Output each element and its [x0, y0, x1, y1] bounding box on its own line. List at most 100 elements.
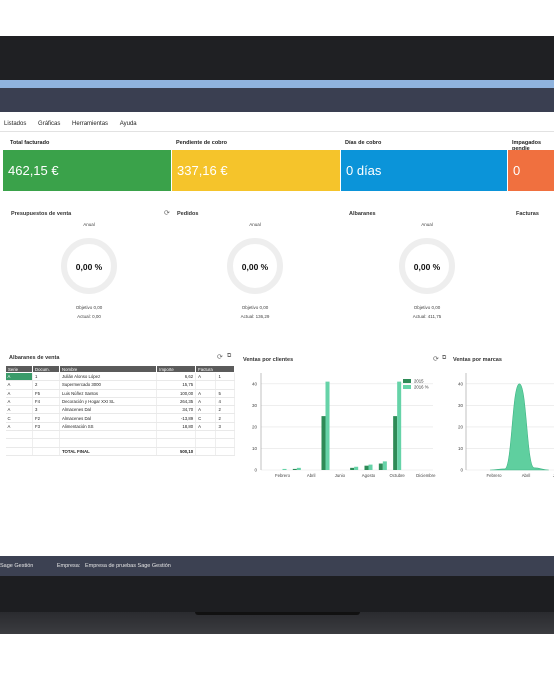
table-cell: 1 — [215, 372, 235, 382]
export-icon[interactable]: ⧉ — [227, 353, 232, 359]
table-cell: Decoración y Hogar XXI SL — [59, 397, 158, 407]
total-value: 500,10 — [156, 446, 197, 456]
window-title-bar — [0, 88, 554, 112]
kpi-dias-cobro[interactable]: 0 días — [341, 150, 507, 191]
export-icon[interactable]: ⧉ — [442, 355, 447, 361]
table-cell: A — [195, 389, 217, 398]
y-tick-label: 20 — [252, 424, 258, 429]
table-cell: 2 — [215, 413, 235, 423]
kpi-pendiente-cobro[interactable]: 337,16 € — [172, 150, 340, 191]
albaranes-table-title: Albaranes de venta — [9, 355, 60, 361]
x-tick-label: Diciembre — [416, 473, 436, 478]
table-cell — [5, 438, 33, 448]
status-bar: Sage Gestión Empresa: Empresa de pruebas… — [0, 556, 554, 576]
table-cell: 34,70 — [156, 405, 197, 415]
refresh-icon[interactable]: ⟳ — [164, 210, 170, 217]
facturas-title: Facturas — [516, 211, 539, 217]
x-tick-label: Febrero — [275, 473, 291, 478]
x-tick-label: Junio — [335, 473, 346, 478]
col-serie[interactable]: Serie — [5, 365, 33, 373]
menu-listados[interactable]: Listados — [4, 121, 27, 127]
table-cell: A — [195, 397, 217, 407]
col-importe[interactable]: Importe — [156, 365, 197, 373]
menu-herramientas[interactable]: Herramientas — [72, 121, 109, 127]
ventas-clientes-title: Ventas por clientes — [243, 357, 294, 363]
presupuestos-actual: Actual: 0,00 — [77, 314, 101, 319]
table-cell: Almacenes Dal — [59, 405, 158, 415]
legend-label: 2016 % — [414, 385, 429, 390]
table-cell: A — [195, 405, 217, 415]
presupuestos-gauge-value: 0,00 % — [75, 262, 103, 272]
table-cell: 1 — [32, 372, 60, 382]
table-cell — [59, 438, 158, 448]
albaranes-period: Anual — [421, 222, 433, 227]
background-bottom — [0, 634, 554, 674]
pedidos-gauge-value: 0,00 % — [241, 262, 269, 272]
bar-2015 — [393, 416, 398, 470]
table-cell: 2 — [215, 405, 235, 415]
y-tick-label: 0 — [460, 468, 463, 473]
table-cell — [156, 438, 197, 448]
table-total-row: TOTAL FINAL 500,10 — [5, 446, 235, 456]
table-cell — [32, 446, 60, 456]
menu-divider — [0, 131, 554, 132]
pedidos-actual: Actual: 136,29 — [240, 314, 270, 319]
table-row[interactable]: A F5 Luis Núñez Santos 100,00 A 5 — [5, 389, 235, 398]
table-cell: 3 — [215, 422, 235, 432]
table-cell — [195, 380, 217, 390]
y-tick-label: 10 — [458, 446, 464, 451]
table-row[interactable]: A F4 Decoración y Hogar XXI SL 264,35 A 4 — [5, 397, 235, 407]
kpi-impagados[interactable]: 0 — [508, 150, 554, 191]
ventas-clientes-chart: 40 30 20 10 0 Febrero Abril Junio Agosto Octubre D… — [252, 373, 436, 478]
table-cell: 4 — [215, 397, 235, 407]
kpi-label-dias-cobro: Días de cobro — [345, 140, 382, 146]
table-row[interactable]: A 2 Supermercado 3000 15,75 — [5, 380, 235, 390]
table-cell: A — [5, 380, 33, 390]
table-row[interactable]: A 3 Almacenes Dal 34,70 A 2 — [5, 405, 235, 415]
table-cell — [215, 430, 235, 440]
kpi-label-total-facturado: Total facturado — [10, 140, 50, 146]
table-cell: -13,89 — [156, 413, 197, 423]
table-cell — [5, 446, 33, 456]
legend-label: 2015 — [414, 379, 424, 384]
bar-2015 — [292, 468, 297, 470]
table-cell: 3 — [32, 405, 60, 415]
table-cell — [156, 430, 197, 440]
laptop-base — [0, 612, 554, 634]
menu-ayuda[interactable]: Ayuda — [119, 121, 137, 127]
laptop-bezel-bottom — [0, 576, 554, 612]
table-cell: F5 — [32, 389, 60, 398]
table-cell: A — [195, 422, 217, 432]
table-cell — [215, 380, 235, 390]
x-tick-label: Junio — [553, 473, 554, 478]
table-cell: Supermercado 3000 — [59, 380, 158, 390]
table-cell: Alimentación SS — [59, 422, 158, 432]
col-documento[interactable]: Docum. — [32, 365, 60, 373]
refresh-icon[interactable]: ⟳ — [433, 356, 439, 363]
y-tick-label: 40 — [252, 381, 258, 386]
table-cell — [195, 438, 217, 448]
menu-graficas[interactable]: Gráficas — [38, 121, 61, 127]
pedidos-period: Anual — [249, 222, 261, 227]
status-app-name: Sage Gestión — [0, 563, 34, 569]
col-nombre[interactable]: Nombre — [58, 365, 158, 373]
albaranes-table: Serie Docum. Nombre Importe Factura A 1 Ju… — [5, 365, 235, 456]
table-cell: 6,62 — [156, 372, 197, 382]
refresh-icon[interactable]: ⟳ — [217, 354, 223, 361]
table-cell — [195, 430, 217, 440]
presupuestos-title: Presupuestos de venta — [11, 211, 72, 217]
pedidos-gauge-ring — [227, 238, 283, 294]
table-row[interactable]: C F2 Almacenes Dal -13,89 C 2 — [5, 413, 235, 423]
area-series — [489, 383, 549, 471]
y-tick-label: 30 — [252, 403, 258, 408]
albaranes-gauge-title: Albaranes — [349, 211, 376, 217]
kpi-total-facturado[interactable]: 462,15 € — [3, 150, 171, 191]
table-cell: Julián Alonso López — [59, 372, 158, 382]
table-row[interactable]: A 1 Julián Alonso López 6,62 A 1 — [5, 372, 235, 382]
table-cell: F3 — [32, 422, 60, 432]
col-factura[interactable]: Factura — [195, 365, 235, 373]
bar-2015 — [321, 416, 326, 470]
table-row[interactable]: A F3 Alimentación SS 18,80 A 3 — [5, 422, 235, 432]
table-cell: F2 — [32, 413, 60, 423]
bar-2016 — [397, 381, 402, 470]
